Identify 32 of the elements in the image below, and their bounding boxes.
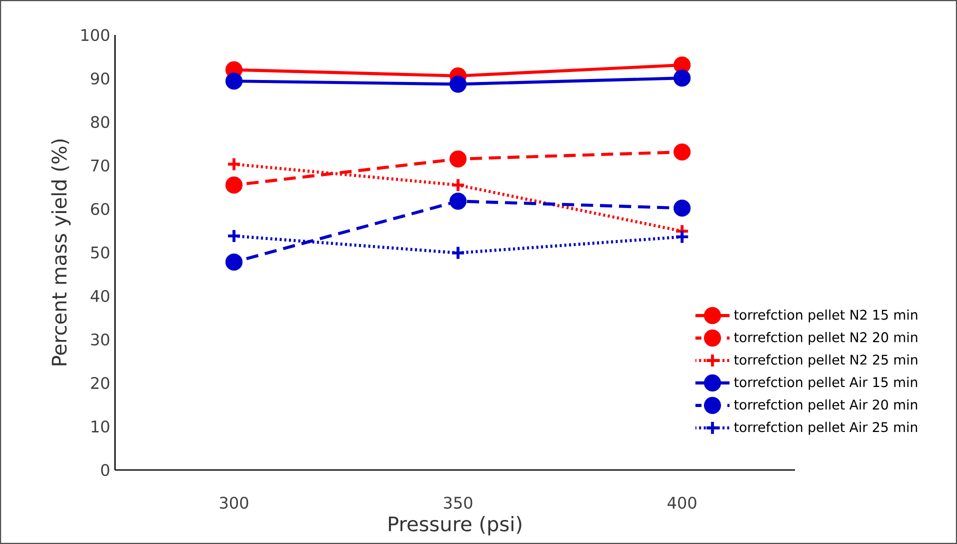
y-tick-label: 40 — [90, 290, 110, 302]
point — [449, 150, 467, 168]
y-tick-label: 80 — [91, 116, 110, 128]
point — [674, 70, 691, 87]
point — [228, 230, 240, 242]
legend-label: torrefction pellet N2 25 min — [734, 354, 918, 368]
x-axis-title: Pressure (psi) — [388, 516, 522, 536]
point — [225, 72, 243, 90]
y-tick-label: 90 — [90, 72, 110, 85]
y-axis-title: Percent mass yield (%) — [51, 140, 71, 366]
y-tick-label: 100 — [82, 28, 110, 42]
point — [225, 254, 243, 271]
y-tick-label: 20 — [91, 376, 110, 390]
y-tick-label: 30 — [91, 333, 110, 346]
point — [449, 192, 467, 210]
legend-label: torrefction pellet Air 20 min — [734, 399, 918, 412]
x-tick-label: 350 — [444, 496, 472, 509]
point — [674, 200, 691, 217]
point — [449, 76, 467, 93]
point — [674, 143, 691, 161]
legend-label: torrefction pellet Air 15 min — [734, 376, 918, 390]
legend-label: torrefction pellet N2 20 min — [734, 332, 918, 345]
y-tick-label: 70 — [91, 159, 110, 172]
point — [225, 176, 243, 194]
x-tick-label: 400 — [668, 496, 696, 509]
legend-label: torrefction pellet N2 15 min — [734, 309, 918, 322]
y-tick-label: 10 — [92, 420, 110, 433]
y-tick-label: 60 — [91, 202, 110, 216]
legend-label: torrefction pellet Air 25 min — [734, 422, 918, 435]
y-tick-label: 50 — [91, 246, 110, 259]
x-tick-label: 300 — [220, 496, 248, 509]
y-tick-label: 0 — [101, 464, 110, 476]
